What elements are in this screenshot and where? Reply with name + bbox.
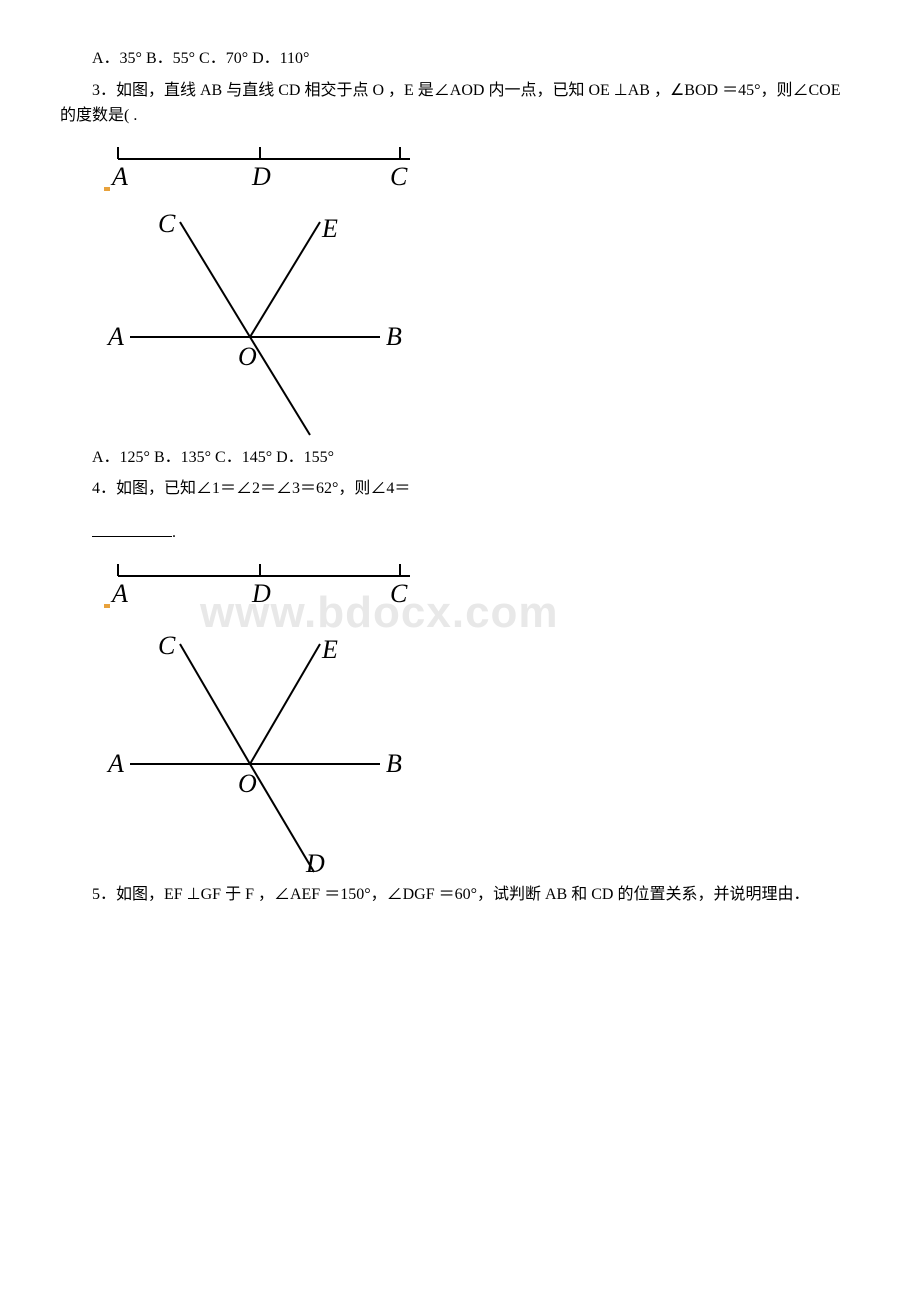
svg-text:C: C	[158, 631, 176, 660]
svg-text:A: A	[110, 162, 128, 191]
q4-diagram: A D C C E A B O D	[100, 554, 420, 874]
q5-text: 5．如图，EF ⊥GF 于 F ，∠AEF ＝150°，∠DGF ＝60°，试判…	[60, 882, 860, 908]
svg-text:O: O	[238, 769, 257, 798]
svg-text:A: A	[110, 579, 128, 608]
q2-options: A．35° B．55° C．70° D．110°	[60, 46, 860, 72]
svg-text:B: B	[386, 749, 402, 778]
svg-text:C: C	[158, 209, 176, 238]
svg-text:D: D	[305, 849, 325, 874]
svg-text:E: E	[321, 214, 338, 243]
q4-text: 4．如图，已知∠1＝∠2＝∠3＝62°，则∠4＝	[60, 476, 860, 502]
q3-diagram: A D C C E A B O	[100, 137, 420, 437]
svg-text:A: A	[106, 322, 124, 351]
svg-text:A: A	[106, 749, 124, 778]
svg-text:E: E	[321, 635, 338, 664]
q4-suffix: .	[172, 524, 176, 541]
q3-options: A．125° B．135° C．145° D．155°	[60, 445, 860, 471]
q4-blank	[92, 520, 172, 537]
svg-text:D: D	[251, 579, 271, 608]
svg-text:C: C	[390, 162, 408, 191]
svg-text:B: B	[386, 322, 402, 351]
svg-text:O: O	[238, 342, 257, 371]
svg-text:C: C	[390, 579, 408, 608]
q4-blank-line: .	[60, 520, 860, 546]
q3-text: 3．如图，直线 AB 与直线 CD 相交于点 O ，E 是∠AOD 内一点，已知…	[60, 78, 860, 129]
svg-text:D: D	[251, 162, 271, 191]
